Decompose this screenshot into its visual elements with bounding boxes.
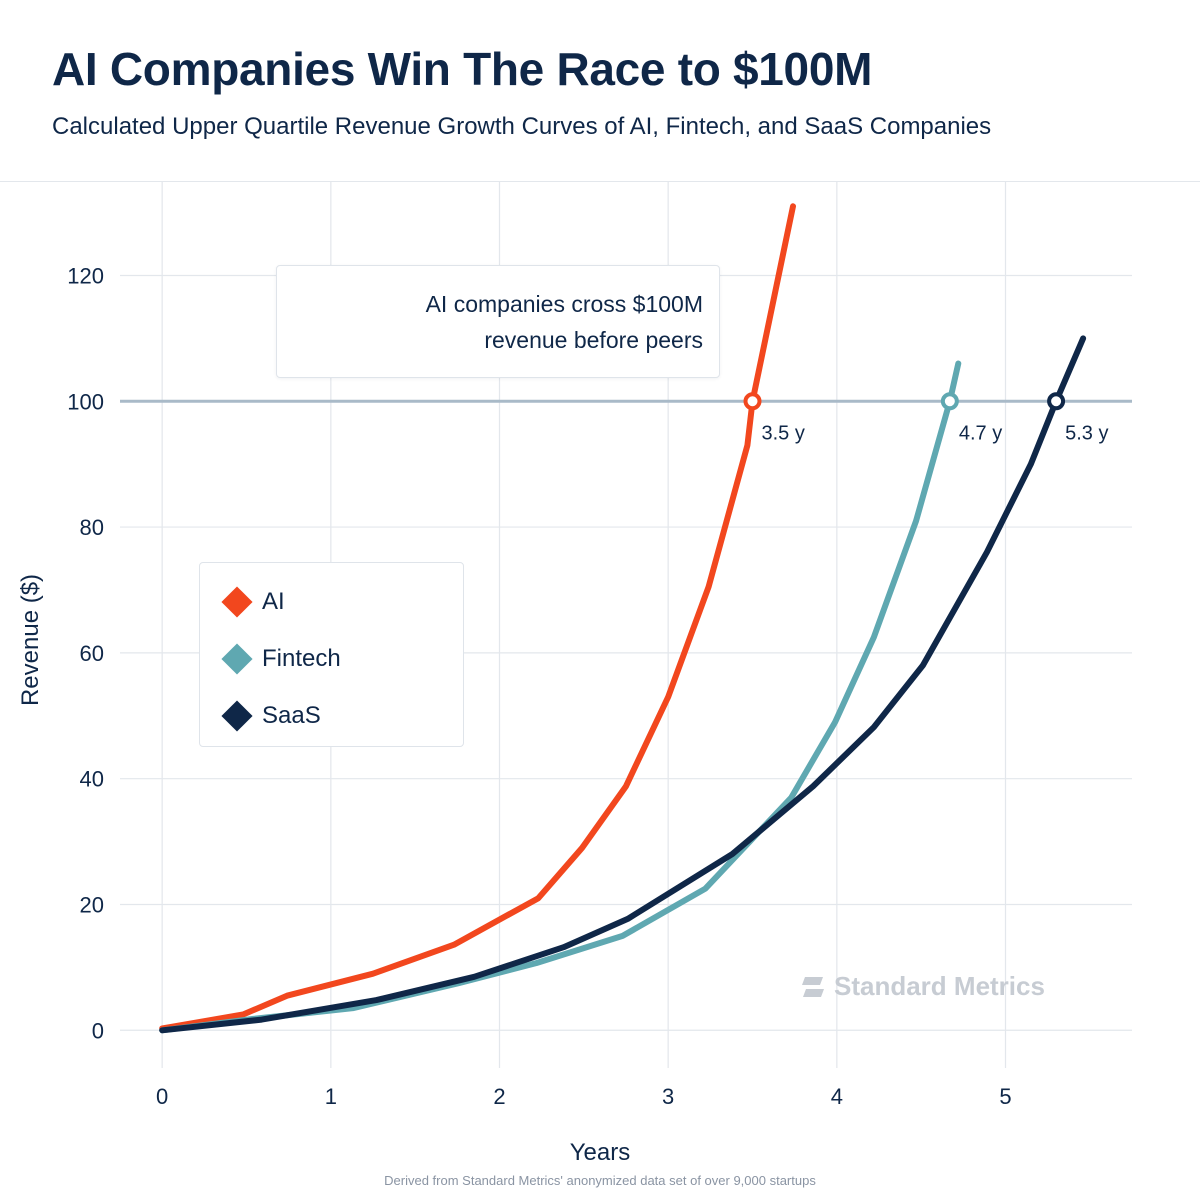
annotation-line-1: AI companies cross $100M [425,291,703,317]
header-divider [0,181,1200,182]
crossing-marker-saas [1047,392,1066,411]
series-layer [159,203,1087,1034]
x-tick-label: 0 [156,1084,168,1109]
chart-subtitle: Calculated Upper Quartile Revenue Growth… [52,113,992,140]
chart-title: AI Companies Win The Race to $100M [52,43,873,95]
saas-diamond-icon [221,700,253,732]
legend-item-saas: SaaS [221,700,321,732]
legend-label-ai: AI [262,588,285,615]
legend-item-fintech: Fintech [221,643,341,675]
crossing-label-saas: 5.3 y [1065,422,1108,444]
watermark-text: Standard Metrics [834,971,1045,1001]
x-tick-label: 5 [999,1084,1011,1109]
y-tick-label: 20 [80,892,104,917]
crossing-label-ai: 3.5 y [762,422,805,444]
y-tick-label: 60 [80,641,104,666]
x-axis-title: Years [570,1139,631,1166]
y-tick-label: 0 [92,1018,104,1043]
y-axis-title: Revenue ($) [17,574,44,706]
watermark: Standard Metrics [800,971,1045,1002]
crossing-marker-fintech [940,392,959,411]
series-line-ai [159,203,796,1032]
y-tick-label: 100 [67,389,104,414]
x-tick-label: 4 [831,1084,843,1109]
y-tick-label: 80 [80,515,104,540]
x-tick-label: 1 [325,1084,337,1109]
x-tick-label: 2 [493,1084,505,1109]
y-tick-label: 120 [67,263,104,288]
annotation-box: AI companies cross $100M revenue before … [276,265,720,378]
annotation-line-2: revenue before peers [484,327,703,353]
legend-item-ai: AI [221,586,285,618]
marker-layer: 3.5 y 4.7 y 5.3 y [743,392,1108,444]
tick-layer: 0 1 2 3 4 5 0 20 40 60 80 100 120 [67,263,1011,1109]
crossing-label-fintech: 4.7 y [959,422,1002,444]
x-tick-label: 3 [662,1084,674,1109]
footnote: Derived from Standard Metrics' anonymize… [384,1173,816,1188]
legend-label-saas: SaaS [262,702,321,729]
ai-diamond-icon [221,586,253,618]
crossing-marker-ai [743,392,762,411]
series-line-fintech [159,360,962,1034]
legend: AI Fintech SaaS [199,562,464,747]
y-tick-label: 40 [80,767,104,792]
fintech-diamond-icon [221,643,253,675]
legend-label-fintech: Fintech [262,645,341,672]
standard-metrics-logo-icon [802,976,824,997]
series-line-saas [159,335,1087,1034]
